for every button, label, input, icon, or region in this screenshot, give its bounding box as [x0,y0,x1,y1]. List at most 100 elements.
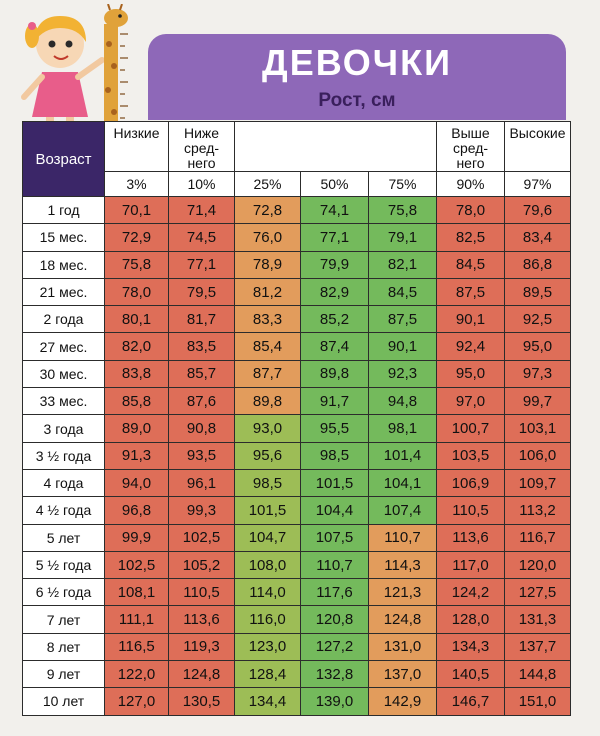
height-value-cell: 132,8 [300,660,369,689]
height-value-cell: 104,4 [300,496,369,525]
height-value-cell: 128,4 [234,660,301,689]
height-value-cell: 85,2 [300,305,369,334]
percentile-header: 50% [300,171,369,197]
height-value-cell: 124,8 [368,605,437,634]
height-value-cell: 81,2 [234,277,301,307]
height-value-cell: 79,6 [504,195,571,225]
height-value-cell: 95,6 [234,441,301,470]
table-row: 8 лет 116,5 119,3 123,0 127,2 131,0 134,3 137,7 [22,632,571,662]
height-value-cell: 70,1 [104,195,169,225]
height-value-cell: 106,0 [504,441,571,470]
group-header-average [234,121,437,172]
height-value-cell: 113,2 [504,496,571,525]
height-value-cell: 110,5 [436,496,505,525]
height-value-cell: 110,7 [368,523,437,552]
height-value-cell: 85,8 [104,387,169,416]
age-cell: 1 год [22,195,105,225]
height-value-cell: 140,5 [436,660,505,689]
height-value-cell: 105,2 [168,550,235,580]
table-row: 27 мес. 82,0 83,5 85,4 87,4 90,1 92,4 95,0 [22,332,571,361]
table-row: 15 мес. 72,9 74,5 76,0 77,1 79,1 82,5 83,4 [22,223,571,252]
height-value-cell: 107,4 [368,496,437,525]
height-value-cell: 76,0 [234,223,301,252]
table-row: 7 лет 111,1 113,6 116,0 120,8 124,8 128,0 131,3 [22,605,571,634]
table-row: 9 лет 122,0 124,8 128,4 132,8 137,0 140,5 144,8 [22,660,571,689]
height-value-cell: 111,1 [104,605,169,634]
height-value-cell: 83,8 [104,359,169,389]
height-value-cell: 116,5 [104,632,169,662]
age-cell: 33 мес. [22,387,105,416]
height-value-cell: 72,9 [104,223,169,252]
height-value-cell: 144,8 [504,660,571,689]
percentile-header: 75% [368,171,437,197]
age-cell: 5 ½ года [22,550,105,580]
height-value-cell: 117,6 [300,578,369,607]
height-value-cell: 131,3 [504,605,571,634]
height-value-cell: 75,8 [368,195,437,225]
height-value-cell: 97,0 [436,387,505,416]
height-value-cell: 99,3 [168,496,235,525]
height-value-cell: 78,0 [436,195,505,225]
age-cell: 2 года [22,305,105,334]
height-value-cell: 71,4 [168,195,235,225]
height-value-cell: 90,1 [368,332,437,361]
height-value-cell: 139,0 [300,687,369,716]
height-value-cell: 95,0 [436,359,505,389]
table-row: 33 мес. 85,8 87,6 89,8 91,7 94,8 97,0 99,7 [22,387,571,416]
height-value-cell: 119,3 [168,632,235,662]
age-cell: 3 года [22,414,105,443]
height-value-cell: 131,0 [368,632,437,662]
page-subtitle: Рост, см [318,90,396,111]
height-value-cell: 82,9 [300,277,369,307]
table-row: 2 года 80,1 81,7 83,3 85,2 87,5 90,1 92,5 [22,305,571,334]
girls-height-table: Возраст Низкие Ниже сред-него Выше сред-не… [22,121,571,716]
height-value-cell: 127,0 [104,687,169,716]
age-cell: 9 лет [22,660,105,689]
age-cell: 6 ½ года [22,578,105,607]
height-value-cell: 134,4 [234,687,301,716]
height-value-cell: 98,5 [300,441,369,470]
height-value-cell: 101,5 [234,496,301,525]
percentile-header: 3% [104,171,169,197]
height-value-cell: 87,5 [368,305,437,334]
height-value-cell: 104,1 [368,468,437,498]
height-value-cell: 74,5 [168,223,235,252]
height-value-cell: 87,4 [300,332,369,361]
height-value-cell: 97,3 [504,359,571,389]
table-row: 1 год 70,1 71,4 72,8 74,1 75,8 78,0 79,6 [22,195,571,225]
height-value-cell: 87,7 [234,359,301,389]
height-value-cell: 91,3 [104,441,169,470]
height-value-cell: 94,0 [104,468,169,498]
percentile-header: 90% [436,171,505,197]
height-value-cell: 99,7 [504,387,571,416]
table-row: 18 мес. 75,8 77,1 78,9 79,9 82,1 84,5 86,8 [22,250,571,279]
height-value-cell: 110,7 [300,550,369,580]
height-value-cell: 93,5 [168,441,235,470]
height-value-cell: 83,4 [504,223,571,252]
height-value-cell: 142,9 [368,687,437,716]
height-value-cell: 113,6 [168,605,235,634]
height-value-cell: 87,5 [436,277,505,307]
giraffe-height-ruler-illustration [104,4,128,142]
group-header-high: Высокие [504,121,571,172]
height-value-cell: 95,5 [300,414,369,443]
height-value-cell: 92,3 [368,359,437,389]
height-value-cell: 116,7 [504,523,571,552]
height-value-cell: 99,9 [104,523,169,552]
height-value-cell: 108,0 [234,550,301,580]
height-value-cell: 91,7 [300,387,369,416]
height-value-cell: 103,1 [504,414,571,443]
height-value-cell: 114,0 [234,578,301,607]
age-cell: 5 лет [22,523,105,552]
height-value-cell: 92,5 [504,305,571,334]
group-header-low: Низкие [104,121,169,172]
height-value-cell: 107,5 [300,523,369,552]
age-cell: 3 ½ года [22,441,105,470]
height-value-cell: 84,5 [436,250,505,279]
height-value-cell: 98,1 [368,414,437,443]
percentile-header: 97% [504,171,571,197]
age-column-header: Возраст [22,121,105,197]
height-value-cell: 78,0 [104,277,169,307]
table-row: 5 лет 99,9 102,5 104,7 107,5 110,7 113,6 116,7 [22,523,571,552]
height-value-cell: 124,8 [168,660,235,689]
